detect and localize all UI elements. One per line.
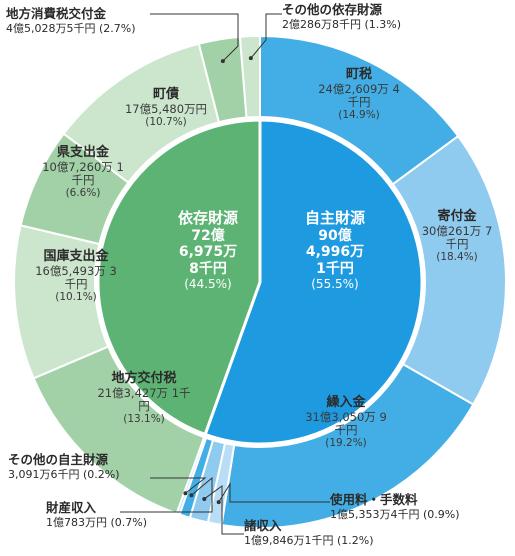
ext-label-misc-income: 諸収入 1億9,846万1千円 (1.2%) xyxy=(244,518,374,547)
inner-dep-name: 依存財源 xyxy=(177,209,238,227)
transfers-name: 繰入金 xyxy=(326,395,366,410)
inner-dep-line3: 8千円 xyxy=(189,260,227,277)
leader-line-6 xyxy=(150,477,207,494)
inner-slice-0 xyxy=(203,118,424,446)
leader-dot-3 xyxy=(216,500,221,505)
outer-slice-12 xyxy=(238,34,261,119)
ext-label-other-dependent: その他の依存財源 2億286万8千円 (1.3%) xyxy=(282,2,401,31)
inner-own-line1: 90億 xyxy=(318,227,352,244)
slice-label-local-allocation-tax: 地方交付税 21億3,427万 1千円 (13.1%) xyxy=(96,371,192,426)
misc-income-amount: 1億9,846万1千円 xyxy=(244,533,334,547)
local-consumption-tax-values: 4億5,028万5千円 (2.7%) xyxy=(6,22,136,36)
leader-line-11 xyxy=(150,13,239,62)
property-income-pct: (0.7%) xyxy=(110,515,148,529)
other-own-pct: (0.2%) xyxy=(83,467,120,481)
usage-fees-values: 1億5,353万4千円 (0.9%) xyxy=(330,508,460,522)
other-dependent-values: 2億286万8千円 (1.3%) xyxy=(282,18,401,32)
slice-label-town-bonds: 町債 17億5,480万円 (10.7%) xyxy=(118,87,214,129)
donations-name: 寄付金 xyxy=(437,209,477,224)
transfers-pct: (19.2%) xyxy=(325,437,367,450)
slice-label-town-tax: 町税 24億2,609万 4千円 (14.9%) xyxy=(318,67,400,122)
leader-line-5 xyxy=(120,476,213,513)
national-subsidy-pct: (10.1%) xyxy=(55,291,97,304)
outer-ring xyxy=(13,34,507,529)
slice-label-transfers: 繰入金 31億3,050万 9千円 (19.2%) xyxy=(300,395,392,450)
leader-dot-5 xyxy=(189,493,194,498)
inner-label-own: 自主財源 90億 4,996万 1千円 (55.5%) xyxy=(285,209,385,292)
inner-label-dep: 依存財源 72億 6,975万 8千円 (44.5%) xyxy=(158,209,258,292)
transfers-amount: 31億3,050万 9千円 xyxy=(305,409,387,438)
leader-dot-4 xyxy=(202,496,207,501)
local-consumption-tax-name: 地方消費税交付金 xyxy=(6,6,107,21)
misc-income-name: 諸収入 xyxy=(244,518,282,533)
local-allocation-tax-name: 地方交付税 xyxy=(111,371,177,386)
leader-dot-12 xyxy=(248,56,253,61)
national-subsidy-amount: 16億5,493万 3千円 xyxy=(35,263,117,292)
usage-fees-pct: (0.9%) xyxy=(423,507,460,521)
local-consumption-tax-pct: (2.7%) xyxy=(99,21,136,35)
town-bonds-name: 町債 xyxy=(152,87,179,102)
ext-label-property-income: 財産収入 1億783万円 (0.7%) xyxy=(46,500,147,529)
property-income-name: 財産収入 xyxy=(46,500,97,515)
ext-label-local-consumption-tax: 地方消費税交付金 4億5,028万5千円 (2.7%) xyxy=(6,6,136,35)
local-allocation-tax-pct: (13.1%) xyxy=(123,413,165,426)
town-tax-amount: 24億2,609万 4千円 xyxy=(318,81,400,110)
usage-fees-amount: 1億5,353万4千円 xyxy=(330,507,420,521)
other-dependent-amount: 2億286万8千円 xyxy=(282,17,361,31)
local-allocation-tax-amount: 21億3,427万 1千円 xyxy=(97,385,191,414)
donations-pct: (18.4%) xyxy=(436,251,478,264)
usage-fees-name: 使用料・手数料 xyxy=(330,492,418,507)
inner-own-line2: 4,996万 xyxy=(305,244,365,261)
inner-ring xyxy=(96,118,424,446)
slice-label-national-subsidy: 国庫支出金 16億5,493万 3千円 (10.1%) xyxy=(32,249,120,304)
misc-income-values: 1億9,846万1千円 (1.2%) xyxy=(244,534,374,548)
slice-label-donations: 寄付金 30億261万 7千円 (18.4%) xyxy=(417,209,497,264)
other-dependent-name: その他の依存財源 xyxy=(282,2,383,17)
other-own-amount: 3,091万6千円 xyxy=(8,467,80,481)
town-tax-name: 町税 xyxy=(345,67,372,82)
ext-label-other-own: その他の自主財源 3,091万6千円 (0.2%) xyxy=(8,452,120,481)
prefectural-subsidy-amount: 10億7,260万 1千円 xyxy=(42,159,124,188)
leader-line-3 xyxy=(218,482,330,503)
local-consumption-tax-amount: 4億5,028万5千円 xyxy=(6,21,96,35)
leader-line-4 xyxy=(203,485,244,535)
inner-dep-line2: 6,975万 xyxy=(178,244,238,261)
town-bonds-amount: 17億5,480万円 xyxy=(124,101,208,116)
leader-line-12 xyxy=(250,13,282,59)
property-income-amount: 1億783万円 xyxy=(46,515,107,529)
slice-label-prefectural-subsidy: 県支出金 10億7,260万 1千円 (6.6%) xyxy=(42,145,124,200)
misc-income-pct: (1.2%) xyxy=(337,533,374,547)
inner-own-name: 自主財源 xyxy=(304,209,365,227)
ext-label-usage-fees: 使用料・手数料 1億5,353万4千円 (0.9%) xyxy=(330,492,460,521)
national-subsidy-name: 国庫支出金 xyxy=(43,249,109,264)
town-tax-pct: (14.9%) xyxy=(338,109,380,122)
other-own-values: 3,091万6千円 (0.2%) xyxy=(8,468,120,482)
prefectural-subsidy-pct: (6.6%) xyxy=(65,187,101,200)
inner-slice-1 xyxy=(96,118,262,437)
donations-amount: 30億261万 7千円 xyxy=(421,223,493,252)
leader-dot-11 xyxy=(220,59,225,64)
inner-own-pct: (55.5%) xyxy=(311,277,359,292)
other-dependent-pct: (1.3%) xyxy=(364,17,402,31)
inner-own-line3: 1千円 xyxy=(316,260,354,277)
leader-lines xyxy=(120,13,330,535)
other-own-name: その他の自主財源 xyxy=(8,452,109,467)
town-bonds-pct: (10.7%) xyxy=(145,116,187,129)
prefectural-subsidy-name: 県支出金 xyxy=(56,145,109,160)
property-income-values: 1億783万円 (0.7%) xyxy=(46,516,147,530)
leader-dot-6 xyxy=(183,491,188,496)
inner-dep-line1: 72億 xyxy=(191,227,225,244)
inner-dep-pct: (44.5%) xyxy=(184,277,232,292)
